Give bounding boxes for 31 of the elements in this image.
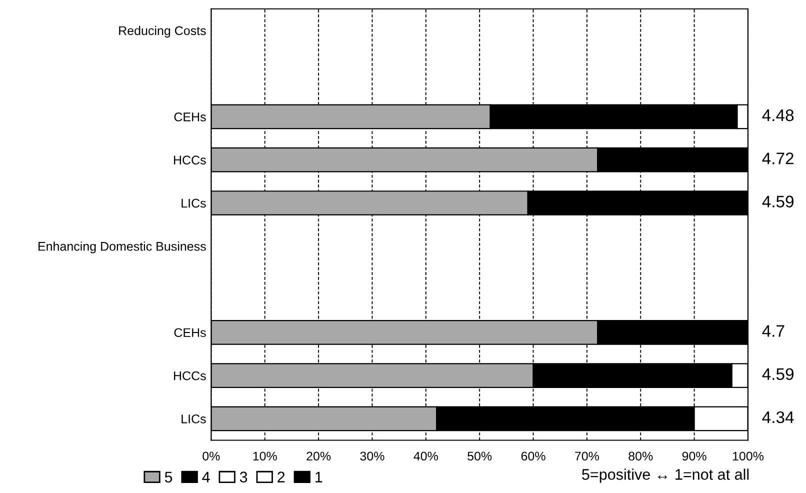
legend-label: 1 — [316, 472, 322, 482]
text: 5=positive ↔ 1=not at all — [582, 468, 749, 483]
x-tick-label: 0% — [202, 452, 220, 461]
text: 4.59 — [762, 368, 794, 380]
x-tick-label: 10% — [253, 452, 277, 461]
text: 4.72 — [762, 152, 794, 164]
legend-label: 3 — [240, 472, 248, 482]
text: 4.34 — [762, 411, 794, 424]
y-tick-label: HCCs — [174, 156, 206, 165]
x-tick-label: 70% — [575, 452, 599, 461]
x-tick-label: 40% — [414, 452, 438, 461]
y-tick-label: LICs — [182, 198, 206, 208]
y-tick-label: CEHs — [174, 112, 206, 122]
x-tick-label: 20% — [306, 452, 331, 461]
text: 4.59 — [762, 196, 794, 208]
x-tick-label: 50% — [468, 452, 492, 461]
x-tick-label: 100% — [732, 452, 764, 461]
y-tick-label: Reducing Costs — [119, 26, 206, 38]
x-tick-label: 60% — [521, 452, 546, 461]
legend-label: 5 — [164, 472, 172, 482]
x-tick-label: 30% — [360, 452, 384, 461]
y-tick-label: Enhancing Domestic Business — [38, 242, 206, 254]
text: 4.48 — [762, 109, 794, 122]
text: 4.7 — [762, 325, 784, 337]
legend-label: 2 — [278, 472, 285, 482]
y-tick-label: HCCs — [174, 371, 206, 380]
y-tick-label: CEHs — [174, 328, 206, 338]
x-tick-label: 80% — [628, 452, 653, 461]
y-tick-label: LICs — [182, 414, 206, 424]
x-tick-label: 90% — [682, 452, 706, 461]
legend-label: 4 — [202, 472, 210, 482]
